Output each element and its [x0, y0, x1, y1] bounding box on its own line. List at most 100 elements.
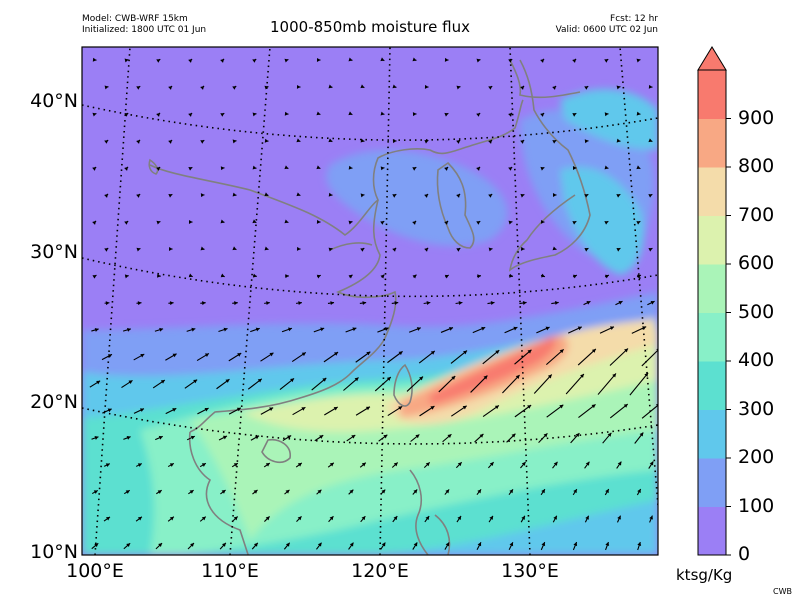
flux-vector-head: [616, 138, 621, 143]
flux-vector-head: [252, 112, 257, 117]
flux-vector-head: [642, 326, 647, 330]
colorbar-tick-label: 900: [738, 106, 775, 129]
flux-vector-head: [637, 542, 642, 546]
flux-vector-head: [624, 348, 629, 353]
lat-label-30n: 30°N: [30, 241, 78, 263]
flux-vector-head: [125, 490, 130, 494]
band-600: [240, 328, 658, 432]
flux-vector-head: [617, 461, 622, 466]
flux-vector-head: [495, 350, 500, 354]
flux-vector-head: [92, 275, 97, 279]
flux-vector-head: [333, 407, 338, 411]
meridian-110e: [229, 47, 271, 555]
flux-vector-head: [328, 138, 333, 143]
taiwan: [393, 363, 413, 407]
flux-vector-head: [552, 193, 557, 198]
flux-vector-head: [104, 193, 109, 198]
flux-vector-head: [328, 247, 333, 252]
flux-vector-head: [553, 461, 558, 466]
flux-vector-head: [156, 220, 161, 225]
flux-vector-head: [169, 246, 173, 251]
flux-vector-head: [511, 433, 516, 438]
flux-vector-head: [220, 273, 225, 278]
flux-vector-head: [126, 327, 131, 332]
flux-vector-head: [572, 58, 577, 63]
forecast-hour: Fcst: 12 hr: [610, 14, 658, 24]
flux-vector-head: [394, 301, 399, 306]
flux-vector-head: [521, 515, 525, 520]
flux-vector-head: [494, 405, 499, 410]
flux-vector-head: [188, 273, 193, 278]
colorbar-extend-triangle: [697, 46, 727, 71]
flux-vector-head: [509, 542, 514, 547]
flux-vector-head: [424, 139, 429, 144]
flux-vector-head: [520, 246, 525, 251]
colorbar-cell: [698, 167, 726, 216]
flux-vector-head: [648, 138, 653, 143]
flux-vector-head: [317, 542, 322, 547]
flux-vector-head: [284, 219, 289, 224]
flux-vector-head: [637, 488, 641, 493]
flux-vector-head: [392, 194, 397, 198]
flux-vector-head: [236, 407, 241, 412]
flux-vector-head: [451, 376, 456, 380]
flux-vector-head: [649, 515, 653, 520]
flux-vector-head: [520, 85, 525, 90]
lat-label-10n: 10°N: [30, 541, 78, 563]
flux-vector-head: [107, 408, 112, 413]
flux-vector-head: [222, 542, 226, 547]
flux-vector-head: [424, 193, 429, 198]
indochina: [188, 431, 250, 555]
flux-vector-head: [252, 219, 257, 224]
flux-vector-head: [490, 301, 495, 305]
flux-vector-head: [169, 463, 174, 467]
flux-vector-head: [190, 435, 195, 440]
patch-north-ocean: [560, 89, 658, 150]
flux-vector-head: [201, 301, 206, 306]
flux-vector-head: [255, 435, 260, 440]
flux-vector-head: [285, 274, 289, 279]
colorbar-cell: [698, 264, 726, 313]
flux-vector-head: [381, 542, 386, 547]
flux-vector-head: [360, 84, 365, 89]
lat-label-20n: 20°N: [30, 391, 78, 413]
flux-vector: [578, 403, 596, 419]
model-name: Model: CWB-WRF 15km: [82, 14, 188, 24]
flux-vector-head: [159, 327, 164, 332]
flux-vector-head: [157, 490, 162, 494]
map-title: 1000-850mb moisture flux: [270, 18, 470, 36]
flux-vector-head: [591, 404, 596, 409]
flux-vector-head: [94, 436, 99, 440]
flux-vector-head: [128, 380, 133, 385]
flux-vector-head: [352, 327, 357, 332]
colorbar-cell: [698, 215, 726, 265]
flux-vector-head: [584, 248, 589, 252]
flux-vector-head: [348, 220, 353, 225]
flux-vector-head: [456, 140, 461, 144]
flux-vector-head: [94, 543, 99, 548]
flux-vector-head: [362, 301, 367, 306]
flux-vector-head: [124, 166, 129, 171]
flux-vector-head: [188, 112, 193, 117]
flux-vector-head: [540, 113, 545, 117]
flux-vector-head: [348, 57, 353, 62]
flux-vector-head: [255, 327, 260, 332]
flux-vector-head: [223, 327, 228, 332]
flux-vector-head: [447, 434, 452, 439]
flux-vector-head: [458, 301, 463, 305]
flux-vector-head: [445, 542, 450, 547]
colorbar-tick-label: 600: [738, 252, 775, 274]
korea: [436, 161, 475, 249]
philippines-luzon: [409, 469, 429, 555]
flux-vector-head: [188, 167, 193, 171]
flux-vector-head: [476, 58, 481, 63]
flux-vector-head: [105, 516, 110, 521]
colorbar-tick-label: 500: [738, 300, 775, 323]
flux-vector-head: [476, 221, 481, 225]
flux-vector-head: [104, 140, 109, 144]
model-info: Model: CWB-WRF 15km Initialized: 1800 UT…: [82, 14, 206, 36]
flux-vector-head: [316, 165, 321, 170]
philippines-east: [434, 514, 451, 555]
flux-vector-head: [264, 192, 269, 197]
flux-vector: [641, 349, 658, 367]
